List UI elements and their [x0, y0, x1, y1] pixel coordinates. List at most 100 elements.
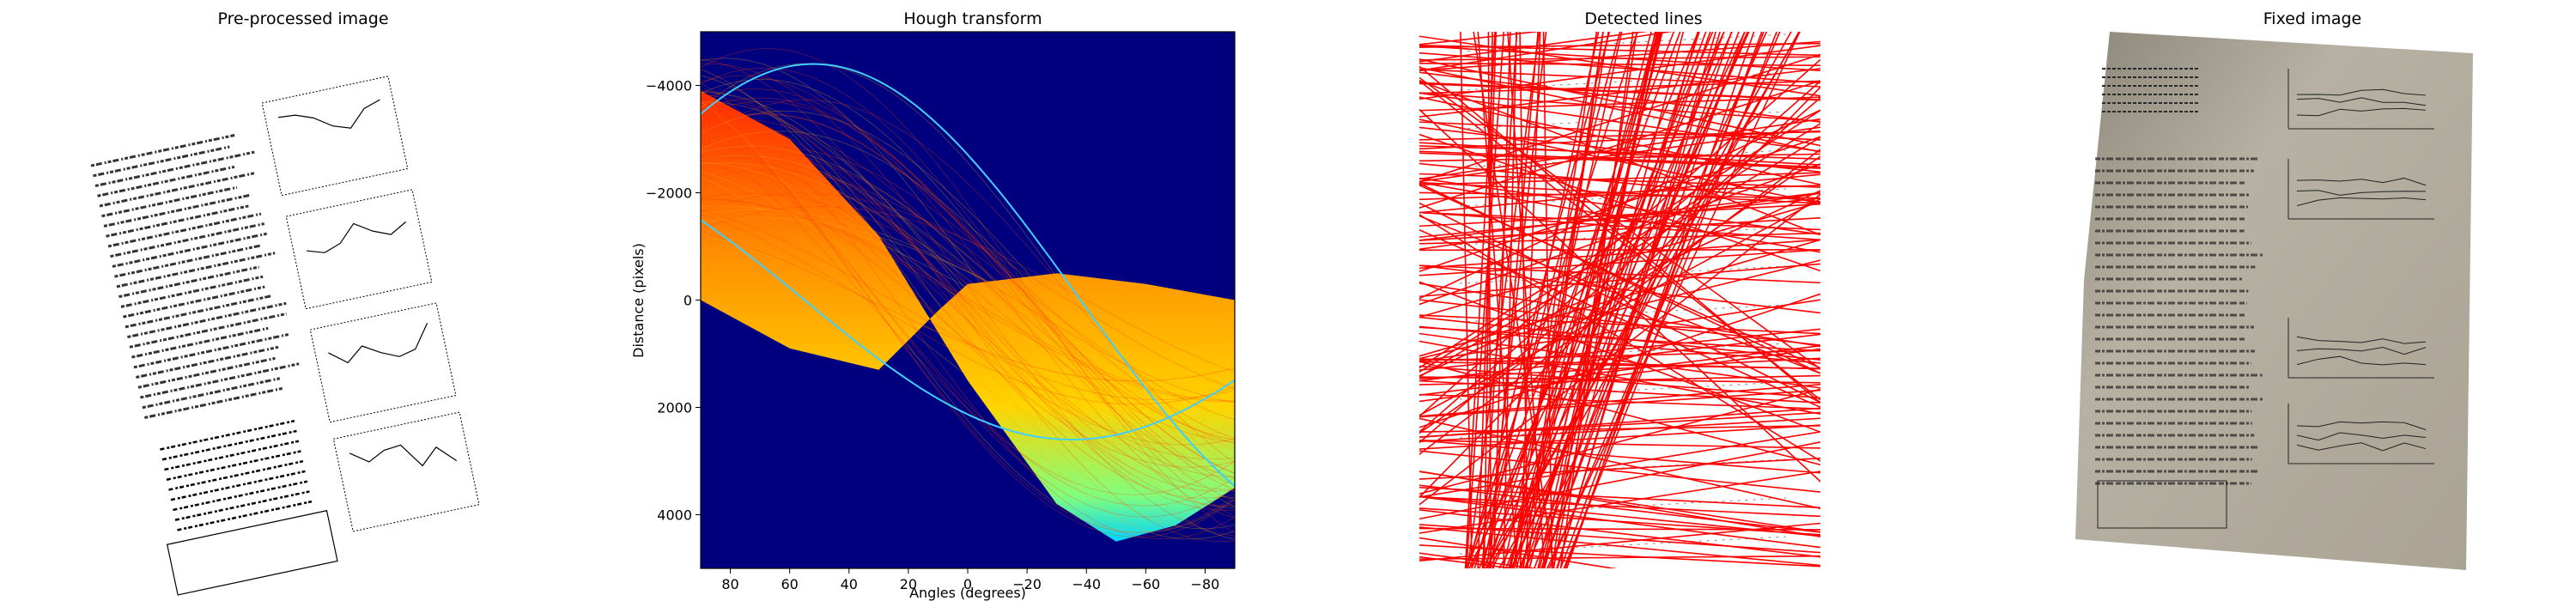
detected-line: [1419, 190, 1820, 377]
text-line: [170, 470, 306, 501]
detected-line: [1419, 63, 1820, 66]
y-axis-label: Distance (pixels): [630, 243, 647, 358]
hough-curve: [701, 156, 1235, 443]
detected-line: [1419, 118, 1820, 204]
x-tick-label: −80: [1191, 576, 1220, 592]
figure-trace: [2296, 355, 2427, 366]
detected-line: [1419, 80, 1820, 209]
detected-line: [1419, 509, 1820, 558]
hough-curve: [701, 162, 1235, 436]
detected-line: [1503, 32, 1517, 568]
text-line: [133, 332, 291, 369]
detected-line: [1419, 440, 1820, 449]
x-axis-label: Angles (degrees): [909, 585, 1026, 601]
figure-box: [261, 76, 409, 197]
text-line: [99, 172, 255, 208]
detected-line: [1419, 211, 1820, 241]
y-tick-label: −2000: [646, 185, 692, 202]
detected-line: [1419, 417, 1820, 443]
detected-line: [1419, 45, 1820, 100]
hough-curve: [701, 58, 1235, 542]
text-line: [94, 150, 255, 187]
detected-line: [1419, 203, 1820, 228]
detected-line: [1419, 332, 1820, 389]
text-line: [174, 490, 310, 521]
y-tick-label: −4000: [646, 78, 692, 94]
figure-trace: [2296, 346, 2427, 355]
x-tick-label: 40: [841, 576, 858, 592]
text-line: [173, 480, 308, 512]
hough-curve: [701, 205, 1235, 394]
detected-line: [1419, 32, 1541, 46]
detected-line: [1419, 232, 1820, 245]
hough-curve: [701, 69, 1235, 540]
hough-curve: [701, 232, 1235, 382]
hough-curve: [701, 192, 1235, 390]
figure-box: [285, 189, 433, 310]
detected-line: [1419, 431, 1820, 498]
lines-background: [1419, 32, 1820, 568]
panel-title-preprocessed: Pre-processed image: [217, 9, 389, 28]
detected-line: [1419, 45, 1820, 57]
panel-title-detected: Detected lines: [1584, 9, 1703, 28]
hough-curve: [701, 100, 1235, 533]
hough-curve: [701, 67, 1235, 517]
x-tick-label: −20: [1012, 576, 1042, 592]
detected-line: [1478, 32, 1681, 568]
text-line: [112, 232, 267, 268]
text-line: [97, 165, 235, 197]
text-line: [137, 356, 276, 389]
figure-trace: [349, 444, 458, 467]
figure-trace: [2296, 432, 2427, 441]
detected-line: [1419, 495, 1820, 549]
detected-line: [1419, 349, 1820, 361]
y-tick-label: 2000: [657, 400, 692, 416]
hough-curve: [701, 131, 1235, 452]
hough-curve: [701, 104, 1235, 533]
hough-curve: [701, 78, 1235, 507]
detected-line: [1419, 450, 1820, 493]
detected-line: [1419, 365, 1820, 399]
detected-line: [1419, 495, 1820, 537]
detected-line: [1419, 82, 1820, 100]
text-line: [177, 500, 313, 531]
text-line: [164, 440, 300, 471]
detected-line: [1419, 393, 1820, 410]
x-tick-label: 20: [900, 576, 917, 592]
detected-line: [1485, 32, 1801, 568]
hough-curve: [701, 82, 1235, 540]
detected-line: [1419, 325, 1820, 364]
detected-line: [1524, 32, 1700, 568]
x-tick-label: −60: [1131, 576, 1160, 592]
text-line: [131, 326, 269, 359]
hough-curve: [701, 142, 1235, 459]
hough-curve: [701, 100, 1235, 538]
detected-line: [1419, 348, 1820, 403]
hough-curve: [701, 176, 1235, 446]
hough-curve: [701, 209, 1235, 400]
detected-line: [1419, 76, 1820, 370]
detected-line: [1419, 228, 1820, 409]
detected-line: [1482, 32, 1714, 568]
hough-curve: [701, 171, 1235, 438]
detected-line: [1419, 522, 1820, 562]
detected-line: [1419, 264, 1820, 314]
text-line: [106, 204, 249, 238]
figure-trace: [2296, 442, 2427, 452]
detected-line: [1481, 32, 1600, 568]
hough-curve: [701, 92, 1235, 508]
detected-line: [1419, 56, 1820, 61]
detected-line: [1419, 376, 1820, 384]
detected-line: [1419, 80, 1820, 401]
hough-curve: [701, 112, 1235, 474]
detected-line: [1541, 32, 1733, 568]
detected-line: [1419, 263, 1820, 298]
hough-curve: [701, 118, 1235, 478]
hough-edge-curve: [701, 219, 1235, 440]
detected-line: [1419, 68, 1820, 118]
detected-line: [1419, 527, 1820, 531]
detected-line: [1419, 173, 1820, 188]
